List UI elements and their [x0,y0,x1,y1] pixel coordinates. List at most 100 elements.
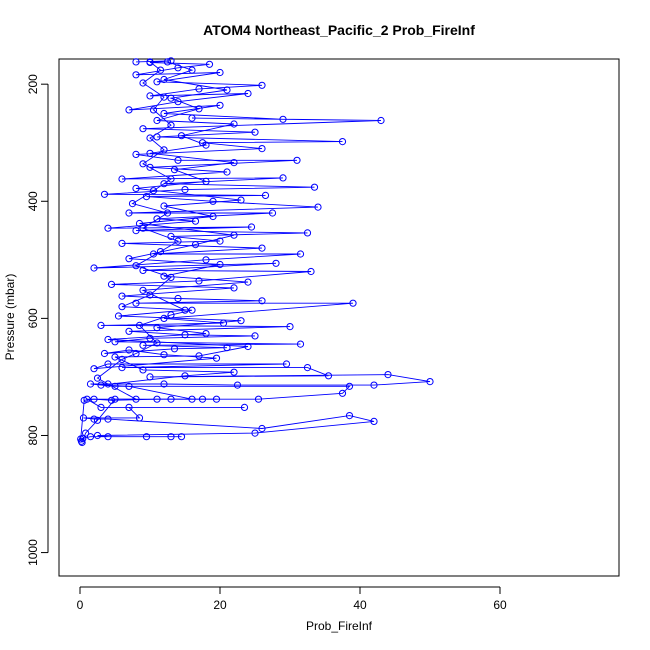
data-point [139,79,147,87]
data-layer [77,57,434,447]
data-point [258,81,266,89]
series-line [80,61,249,440]
data-point [188,114,196,122]
data-point [139,366,147,374]
data-point [244,342,252,351]
data-point [97,381,105,389]
data-point [153,78,161,86]
data-point [132,58,140,66]
data-point [156,66,165,74]
data-point [118,364,126,372]
data-point [146,92,154,100]
chart-title: ATOM4 Northeast_Pacific_2 Prob_FireInf [203,22,475,38]
data-point [324,372,333,380]
data-point [132,299,140,307]
data-point [93,431,102,440]
data-point [104,433,112,441]
data-point [77,435,85,443]
data-point [153,339,161,347]
x-axis: 0 20 40 60 [77,586,507,612]
data-point [349,299,357,307]
data-point [170,345,179,353]
data-point [181,372,189,380]
data-point [384,371,392,379]
data-point [142,433,151,441]
data-point [188,395,196,403]
data-point [107,280,116,288]
data-point [209,212,217,221]
x-tick-label: 20 [213,598,227,612]
data-point [132,184,140,192]
series-2 [77,58,252,443]
data-point [191,241,200,249]
data-point [286,323,294,331]
data-point [107,396,116,404]
data-point [188,306,196,314]
data-point [139,286,147,294]
data-point [237,196,245,204]
data-point [202,177,210,185]
data-point [370,417,378,425]
data-point [167,121,175,129]
data-point [237,317,245,325]
data-point [338,138,347,146]
data-point [170,166,179,174]
data-point [97,403,105,411]
data-point [181,186,189,194]
data-point [230,159,238,167]
data-point [139,341,147,349]
data-point [111,395,119,403]
data-point [314,203,322,211]
data-point [279,174,287,182]
x-axis-label: Prob_FireInf [306,619,373,633]
data-point [146,134,154,142]
data-point [293,156,301,164]
data-point [149,106,158,114]
data-point [160,109,168,118]
data-point [86,380,95,388]
data-point [216,101,224,109]
data-point [216,68,224,77]
data-point [268,209,277,217]
data-point [195,85,203,93]
data-point [146,163,154,171]
data-point [307,267,315,276]
data-point [345,382,354,390]
data-point [163,209,172,217]
data-point [128,200,137,208]
plot-frame [58,58,620,577]
data-point [90,415,98,423]
data-point [125,327,133,335]
data-point [160,202,168,210]
data-point [118,303,126,311]
data-point [93,374,102,382]
data-point [216,237,224,245]
data-point [104,360,112,368]
data-point [258,297,266,305]
data-point [377,116,385,125]
data-point [132,150,140,158]
data-point [230,284,238,292]
data-point [160,380,168,388]
data-point [223,168,231,176]
data-point [167,175,175,183]
series-line [81,61,193,443]
data-point [230,120,238,128]
data-point [303,364,312,372]
data-point [90,395,98,403]
data-point [254,395,263,403]
data-point [167,57,175,65]
x-tick-label: 60 [493,598,507,612]
y-tick-label: 200 [26,74,40,94]
x-tick-label: 0 [77,598,84,612]
data-point [251,332,259,340]
data-point [223,86,231,94]
data-point [296,250,305,258]
y-tick-label: 1000 [26,539,40,566]
data-point [80,396,88,404]
y-axis: 200 400 600 800 1000 [26,74,49,566]
data-point [233,381,242,389]
data-point [258,145,266,153]
data-point [195,277,203,285]
